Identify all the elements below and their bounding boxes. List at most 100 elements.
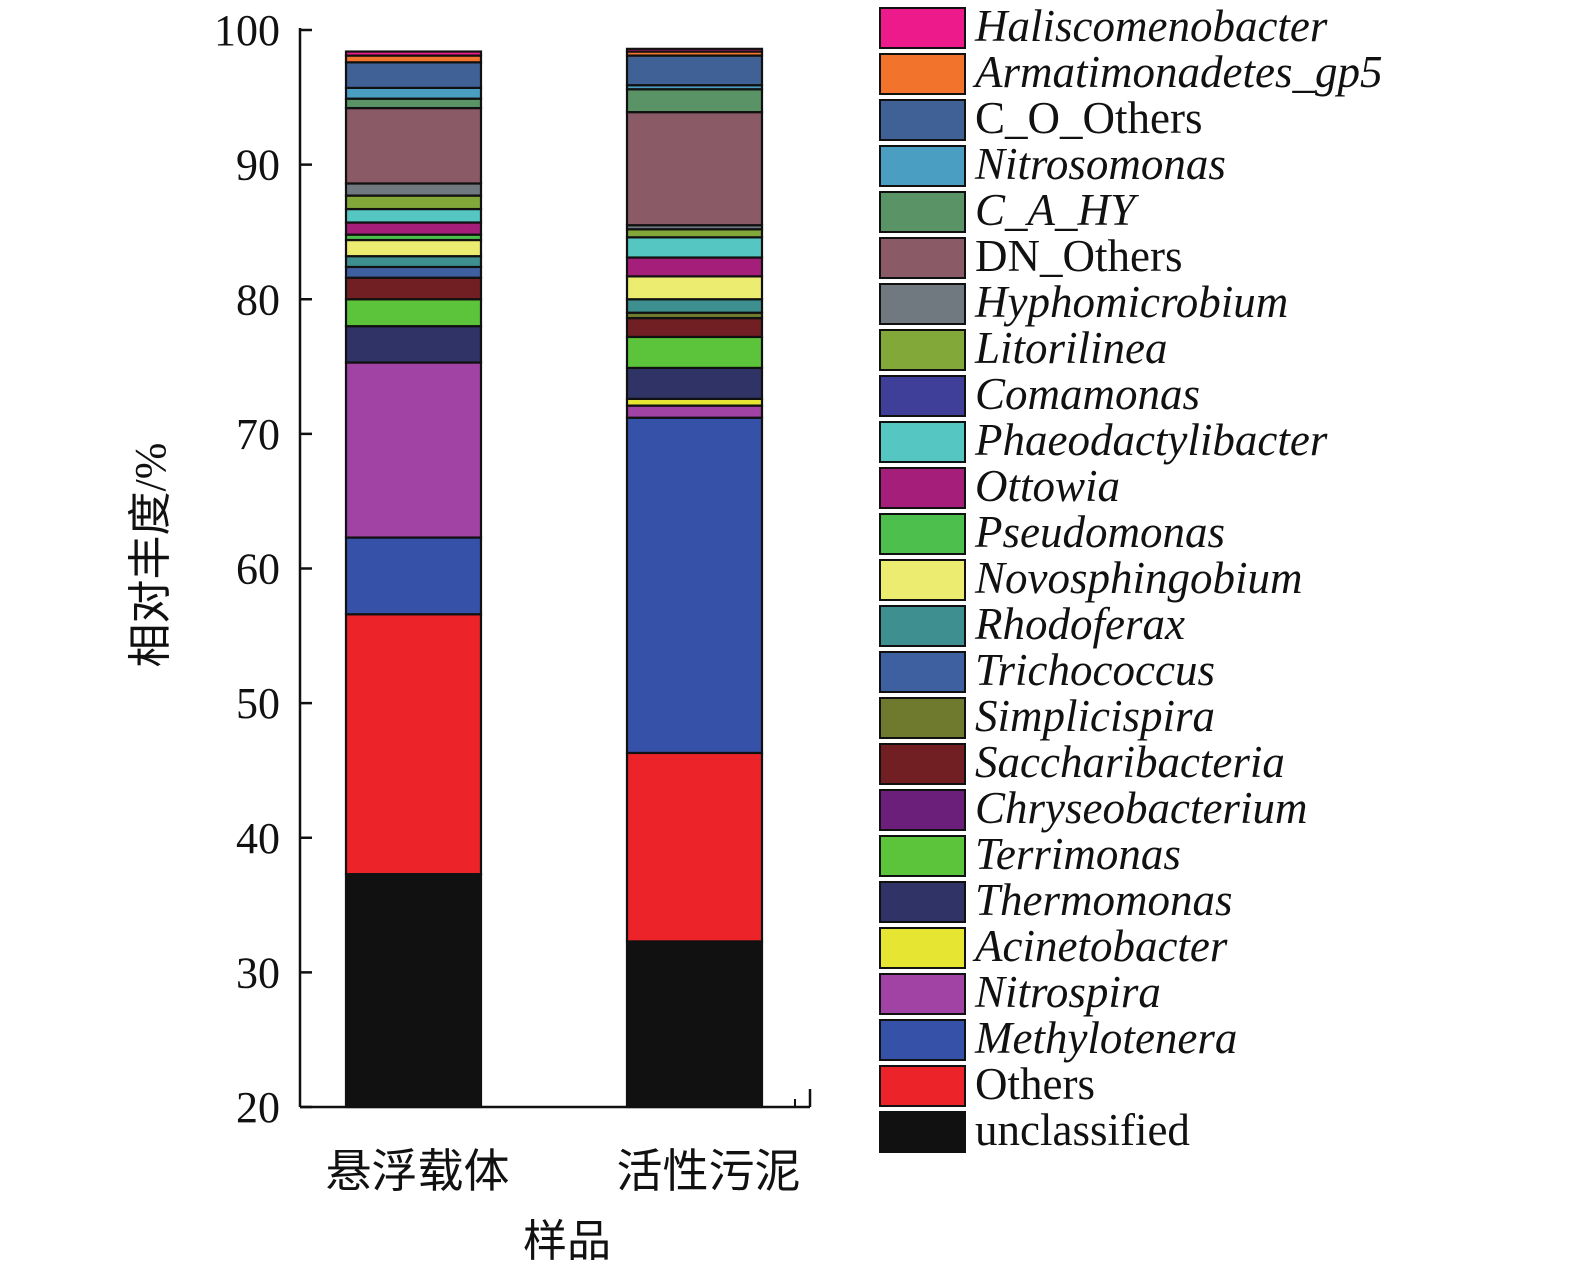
- bar-segment-c-o-others: [625, 54, 764, 87]
- legend-swatch: [879, 743, 966, 785]
- bar-segment-saccharibacteria: [344, 276, 483, 301]
- bar-segment-novosphingobium: [344, 238, 483, 258]
- legend-label: Novosphingobium: [974, 553, 1303, 603]
- legend-swatch: [879, 191, 966, 233]
- y-axis-label: 相对丰度/%: [126, 443, 175, 668]
- bar-segment-nitrosomonas: [344, 86, 483, 100]
- legend-label: Methylotenera: [974, 1013, 1237, 1063]
- y-tick-label: 50: [236, 679, 280, 728]
- bar-segment-terrimonas: [344, 298, 483, 328]
- legend-swatch: [879, 99, 966, 141]
- bar-segment-c-o-others: [344, 61, 483, 89]
- legend-swatch: [879, 605, 966, 647]
- x-tick-label: 悬浮载体: [326, 1146, 510, 1197]
- legend-label: Comamonas: [975, 369, 1200, 419]
- bar-segment-litorilinea: [344, 194, 483, 211]
- bar-segment-nitrospira: [625, 404, 764, 419]
- legend-label: Acinetobacter: [972, 921, 1228, 971]
- legend-label: Armatimonadetes_gp5: [972, 47, 1382, 97]
- legend-label: Hyphomicrobium: [974, 277, 1288, 327]
- bar-segment-terrimonas: [625, 335, 764, 370]
- legend-swatch: [879, 789, 966, 831]
- legend-label: Nitrospira: [974, 967, 1161, 1017]
- legend-label: DN_Others: [975, 231, 1182, 281]
- bar-segment-c-a-hy: [625, 88, 764, 114]
- y-tick-label: 70: [236, 410, 280, 459]
- legend-swatch: [879, 283, 966, 325]
- legend: HaliscomenobacterArmatimonadetes_gp5C_O_…: [879, 1, 1382, 1155]
- legend-swatch: [879, 237, 966, 279]
- legend-label: Haliscomenobacter: [974, 1, 1328, 51]
- legend-label: C_O_Others: [975, 93, 1202, 143]
- legend-swatch: [879, 927, 966, 969]
- legend-label: Litorilinea: [974, 323, 1168, 373]
- y-tick-label: 60: [236, 545, 280, 594]
- x-axis-label: 样品: [523, 1217, 611, 1266]
- legend-label: Thermomonas: [975, 875, 1233, 925]
- bar-segment-rhodoferax: [625, 298, 764, 314]
- y-tick-label: 100: [214, 6, 280, 55]
- bar-segment-unclassified: [344, 872, 483, 1109]
- legend-label: C_A_HY: [975, 185, 1140, 235]
- plot-area: [344, 47, 764, 1109]
- legend-label: Nitrosomonas: [974, 139, 1226, 189]
- axes: 悬浮载体 活性污泥 20 30 40 50 60 70 80 90 100: [214, 6, 812, 1197]
- y-tick-label: 80: [236, 275, 280, 324]
- y-tick-label: 90: [236, 141, 280, 190]
- bar-segment-nitrospira: [344, 361, 483, 539]
- y-tick-label: 40: [236, 814, 280, 863]
- legend-label: Ottowia: [975, 461, 1120, 511]
- legend-label: Simplicispira: [975, 691, 1215, 741]
- legend-swatch: [879, 835, 966, 877]
- legend-swatch: [879, 1019, 966, 1061]
- bar-segment-haliscomenobacter: [344, 50, 483, 57]
- bar-segment-haliscomenobacter: [625, 47, 764, 53]
- legend-swatch: [879, 973, 966, 1015]
- legend-swatch: [879, 375, 966, 417]
- x-tick-label: 活性污泥: [617, 1146, 801, 1197]
- legend-swatch: [879, 7, 966, 49]
- y-tick-label: 30: [236, 948, 280, 997]
- legend-swatch: [879, 329, 966, 371]
- legend-swatch: [879, 513, 966, 555]
- bar-segment-rhodoferax: [344, 255, 483, 269]
- legend-label: Pseudomonas: [974, 507, 1225, 557]
- bar-segment-phaeodactylibacter: [625, 236, 764, 259]
- bar-segment-methylotenera: [625, 416, 764, 755]
- bar-segment-phaeodactylibacter: [344, 207, 483, 224]
- bar-segment-others: [344, 613, 483, 876]
- legend-label: Phaeodactylibacter: [974, 415, 1328, 465]
- bar-segment-litorilinea: [625, 228, 764, 239]
- legend-label: unclassified: [975, 1105, 1190, 1155]
- legend-swatch: [879, 881, 966, 923]
- bar-segment-novosphingobium: [625, 275, 764, 301]
- bar-segment-c-a-hy: [344, 97, 483, 110]
- bar-segment-trichococcus: [344, 265, 483, 279]
- legend-swatch: [879, 53, 966, 95]
- legend-swatch: [879, 559, 966, 601]
- legend-label: Chryseobacterium: [975, 783, 1307, 833]
- bar-segment-thermomonas: [344, 325, 483, 364]
- legend-swatch: [879, 1111, 966, 1153]
- legend-swatch: [879, 651, 966, 693]
- bar-segment-thermomonas: [625, 366, 764, 400]
- legend-label: Terrimonas: [975, 829, 1181, 879]
- bar-segment-ottowia: [344, 221, 483, 236]
- bar-segment-ottowia: [625, 256, 764, 278]
- legend-label: Trichococcus: [975, 645, 1215, 695]
- bar-segment-saccharibacteria: [625, 316, 764, 339]
- legend-swatch: [879, 697, 966, 739]
- bar-segment-methylotenera: [344, 536, 483, 616]
- bar-segment-dn-others: [344, 106, 483, 185]
- legend-swatch: [879, 421, 966, 463]
- legend-swatch: [879, 145, 966, 187]
- legend-swatch: [879, 467, 966, 509]
- legend-label: Rhodoferax: [974, 599, 1185, 649]
- legend-label: Others: [975, 1059, 1095, 1109]
- bar-segment-hyphomicrobium: [344, 182, 483, 197]
- bar-segment-unclassified: [625, 940, 764, 1109]
- bar-segment-others: [625, 751, 764, 943]
- legend-swatch: [879, 1065, 966, 1107]
- legend-label: Saccharibacteria: [975, 737, 1285, 787]
